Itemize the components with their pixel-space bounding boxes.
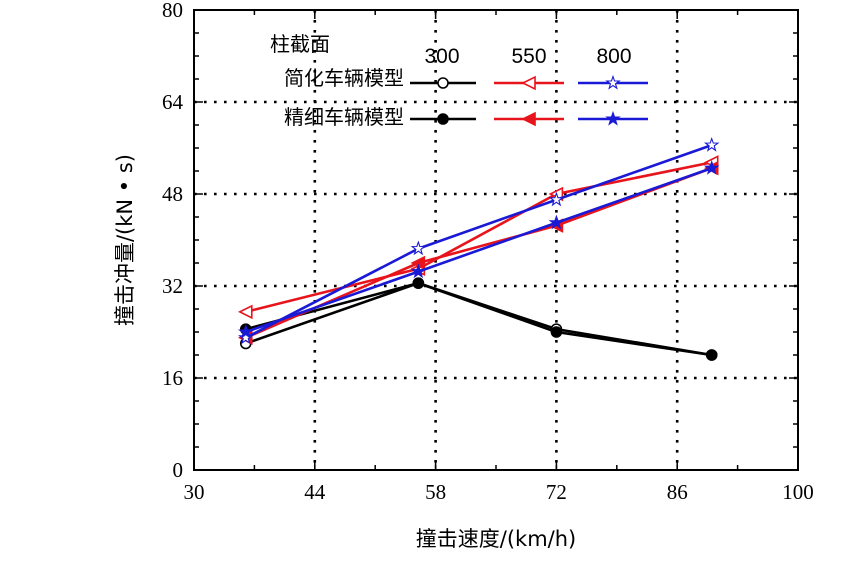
series-3 — [237, 160, 719, 346]
data-point — [548, 214, 565, 230]
series-2 — [237, 155, 719, 320]
y-tick-label: 64 — [162, 90, 184, 114]
series-line — [245, 143, 713, 339]
legend-marker — [521, 75, 536, 91]
legend-marker — [437, 113, 449, 125]
legend-column-300: 300 — [424, 45, 459, 68]
x-tick-label: 72 — [546, 480, 567, 504]
legend-title: 柱截面 — [270, 32, 330, 56]
legend-marker — [605, 74, 621, 90]
y-axis-title: 撞击冲量/(kN • s) — [113, 154, 137, 326]
legend-marker — [521, 111, 536, 127]
data-point — [410, 240, 427, 256]
series-line — [245, 281, 712, 357]
data-point — [703, 136, 720, 152]
series-line — [245, 166, 713, 334]
legend-marker — [605, 110, 621, 126]
y-tick-label: 16 — [162, 366, 183, 390]
data-point — [705, 349, 718, 361]
series-5 — [237, 159, 720, 339]
y-tick-label: 0 — [173, 458, 184, 482]
data-point — [550, 326, 563, 338]
data-point — [412, 277, 425, 289]
y-tick-label: 80 — [162, 0, 183, 22]
x-tick-label: 100 — [782, 480, 814, 504]
legend-marker — [437, 77, 449, 89]
x-tick-label: 44 — [304, 480, 326, 504]
x-axis-title: 撞击速度/(km/h) — [416, 527, 576, 551]
y-tick-label: 32 — [162, 274, 183, 298]
series-line — [245, 166, 713, 339]
axis-ticks — [193, 10, 799, 471]
data-point — [237, 304, 253, 320]
series-line — [245, 281, 712, 357]
series-4 — [237, 136, 720, 345]
x-tick-label: 30 — [184, 480, 205, 504]
grid-lines — [194, 10, 798, 470]
y-tick-labels: 0 16 32 48 64 80 — [162, 0, 184, 482]
data-series — [237, 136, 720, 361]
legend: 柱截面 300 550 800 简化车辆模型 精细车辆模型 — [270, 32, 648, 129]
data-point — [237, 329, 254, 345]
series-line — [245, 161, 712, 314]
legend-row-detailed: 精细车辆模型 — [284, 105, 404, 129]
series-0 — [239, 277, 718, 361]
data-point — [548, 191, 565, 207]
data-point — [410, 263, 427, 279]
legend-samples — [410, 74, 648, 127]
legend-row-simplified: 简化车辆模型 — [284, 66, 404, 90]
legend-column-800: 800 — [596, 45, 631, 68]
x-tick-label: 86 — [667, 480, 688, 504]
data-point — [237, 323, 254, 339]
x-tick-labels: 30 44 58 72 86 100 — [184, 480, 814, 504]
x-tick-label: 58 — [425, 480, 446, 504]
y-tick-label: 48 — [162, 182, 183, 206]
legend-column-550: 550 — [511, 45, 546, 68]
data-point — [703, 159, 720, 175]
